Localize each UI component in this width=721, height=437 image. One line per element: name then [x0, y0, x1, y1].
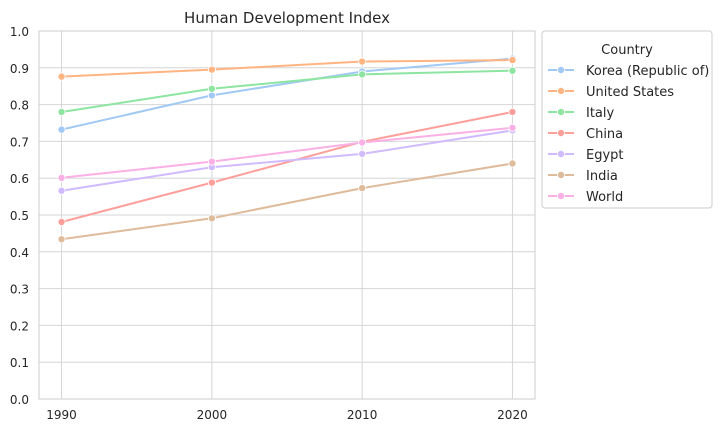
- data-point: [207, 157, 216, 166]
- series-lines: [57, 54, 517, 244]
- legend-item: Egypt: [548, 148, 624, 163]
- y-tick-label: 0.4: [10, 246, 29, 260]
- y-tick-label: 0.6: [10, 172, 29, 186]
- data-point: [57, 235, 66, 244]
- legend-item: India: [548, 169, 618, 184]
- series-line: [61, 57, 513, 131]
- series-6: [57, 123, 517, 182]
- legend-item: China: [548, 127, 623, 142]
- series-line: [61, 59, 513, 78]
- y-tick-label: 0.0: [10, 393, 29, 407]
- data-point: [207, 214, 216, 223]
- data-point: [358, 149, 367, 158]
- x-tick-label: 2020: [497, 408, 528, 422]
- data-point: [508, 123, 517, 132]
- legend-item: Korea (Republic of): [548, 64, 709, 79]
- data-point: [508, 107, 517, 116]
- y-tick-label: 0.9: [10, 62, 29, 76]
- axis-tick-labels: 0.0 0.1 0.2 0.3 0.4 0.5 0.6 0.7 0.8 0.9 1.0 1990 200…: [10, 25, 528, 422]
- data-point: [358, 70, 367, 79]
- legend-swatch-marker: [557, 66, 566, 75]
- legend-items: Korea (Republic of) United States Italy Chi…: [548, 64, 709, 205]
- legend-swatch-marker: [557, 191, 566, 200]
- data-point: [57, 186, 66, 195]
- series-line: [61, 69, 513, 113]
- series-4: [57, 126, 517, 195]
- data-point: [57, 217, 66, 226]
- legend-label: World: [586, 190, 623, 205]
- legend-item: United States: [548, 85, 674, 100]
- plot-area-frame: [38, 30, 536, 400]
- data-point: [508, 56, 517, 65]
- x-tick-label: 2010: [347, 408, 378, 422]
- y-tick-label: 1.0: [10, 25, 29, 39]
- y-tick-label: 0.7: [10, 135, 29, 149]
- legend-item: Italy: [548, 106, 615, 121]
- data-point: [57, 125, 66, 134]
- x-tick-label: 2000: [197, 408, 228, 422]
- data-point: [358, 138, 367, 147]
- series-line: [61, 126, 513, 179]
- legend-item: World: [548, 190, 623, 205]
- legend-swatch-marker: [557, 128, 566, 137]
- series-1: [57, 56, 517, 81]
- data-point: [57, 107, 66, 116]
- series-line: [61, 129, 513, 192]
- series-2: [57, 66, 517, 116]
- data-point: [207, 178, 216, 187]
- legend-label: India: [586, 169, 618, 184]
- legend-swatch-marker: [557, 149, 566, 158]
- legend-label: Egypt: [586, 148, 624, 163]
- legend-label: Korea (Republic of): [586, 64, 709, 79]
- data-point: [508, 66, 517, 75]
- y-tick-label: 0.2: [10, 319, 29, 333]
- data-point: [207, 65, 216, 74]
- data-point: [57, 173, 66, 182]
- y-tick-label: 0.5: [10, 209, 29, 223]
- legend-swatch-marker: [557, 170, 566, 179]
- y-tick-label: 0.3: [10, 283, 29, 297]
- data-point: [207, 91, 216, 100]
- data-point: [358, 57, 367, 66]
- legend-label: Italy: [586, 106, 615, 121]
- series-5: [57, 159, 517, 244]
- x-tick-label: 1990: [46, 408, 77, 422]
- legend-swatch-marker: [557, 108, 566, 117]
- y-tick-label: 0.8: [10, 99, 29, 113]
- data-point: [207, 84, 216, 93]
- legend-box: [541, 30, 713, 209]
- legend-label: United States: [586, 85, 674, 100]
- series-line: [61, 111, 513, 223]
- series-3: [57, 107, 517, 226]
- legend: Country Korea (Republic of) United States…: [541, 30, 713, 209]
- data-point: [57, 72, 66, 81]
- legend-swatch-marker: [557, 87, 566, 96]
- chart-title: Human Development Index: [184, 9, 390, 27]
- series-0: [57, 54, 517, 134]
- y-tick-label: 0.1: [10, 356, 29, 370]
- legend-title: Country: [601, 43, 653, 58]
- legend-label: China: [586, 127, 623, 142]
- data-point: [508, 159, 517, 168]
- data-point: [358, 184, 367, 193]
- series-line: [61, 162, 513, 241]
- grid-lines: [39, 30, 535, 400]
